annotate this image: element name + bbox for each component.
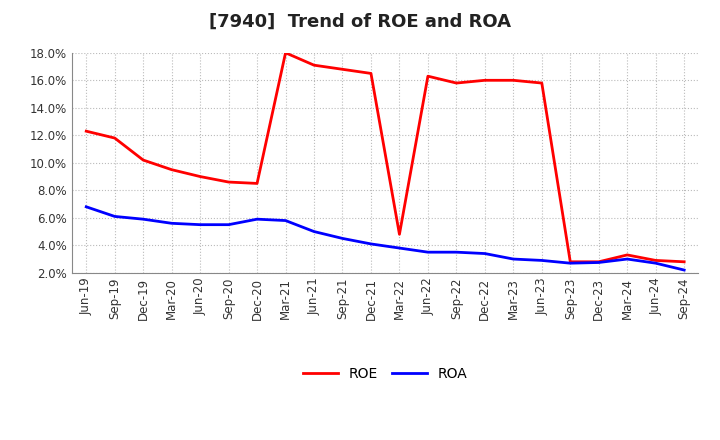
ROA [395,246,404,251]
ROE [253,181,261,186]
ROA [253,216,261,222]
ROE [82,128,91,134]
ROA [139,216,148,222]
ROA [623,257,631,262]
ROE [366,71,375,76]
ROE [509,77,518,83]
ROE [282,50,290,55]
ROA [82,204,91,209]
ROE [452,81,461,86]
ROA [509,257,518,262]
ROA [680,268,688,273]
ROE [423,73,432,79]
ROE [652,258,660,263]
ROE [338,66,347,72]
Line: ROE: ROE [86,53,684,262]
ROE [110,136,119,141]
ROA [225,222,233,227]
ROE [167,167,176,172]
ROA [282,218,290,223]
Legend: ROE, ROA: ROE, ROA [297,362,473,387]
ROA [310,229,318,234]
ROE [480,77,489,83]
ROE [595,259,603,264]
ROA [537,258,546,263]
ROA [196,222,204,227]
ROE [680,259,688,264]
ROA [452,249,461,255]
ROE [139,158,148,163]
ROE [310,62,318,68]
ROA [595,260,603,265]
ROE [623,252,631,257]
Text: [7940]  Trend of ROE and ROA: [7940] Trend of ROE and ROA [209,13,511,31]
ROE [566,259,575,264]
ROA [423,249,432,255]
ROA [566,260,575,266]
ROA [366,241,375,246]
ROE [225,180,233,185]
ROE [395,231,404,237]
ROA [480,251,489,256]
ROE [196,174,204,179]
ROA [338,236,347,241]
Line: ROA: ROA [86,207,684,270]
ROA [652,260,660,266]
ROA [167,221,176,226]
ROA [110,214,119,219]
ROE [537,81,546,86]
